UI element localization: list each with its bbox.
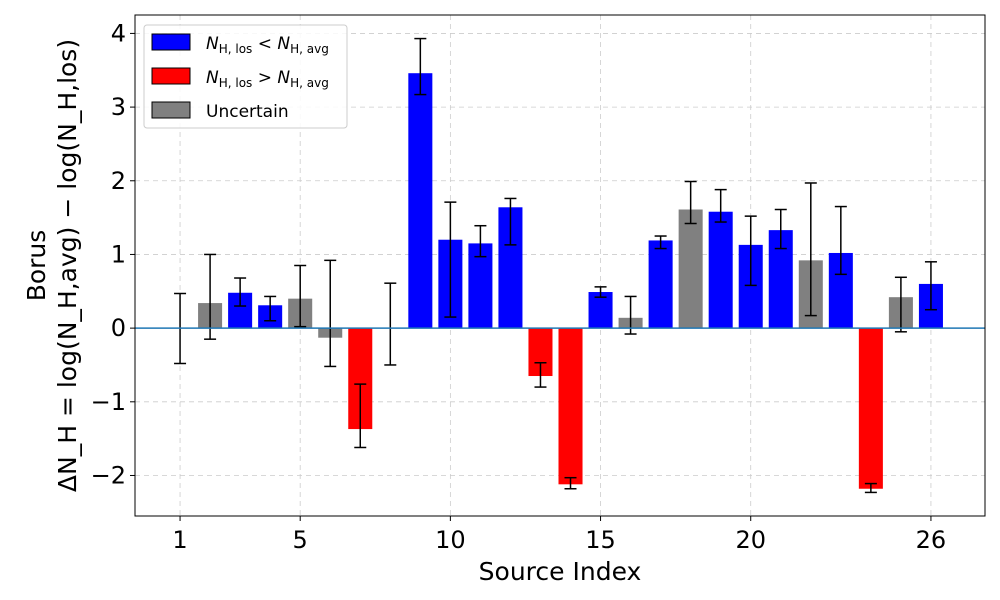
bar-14 bbox=[558, 328, 583, 485]
y-tick-label: 3 bbox=[111, 93, 126, 121]
bar-19 bbox=[708, 211, 733, 329]
error-bar-10 bbox=[444, 201, 457, 318]
legend-item-gt: NH, los > NH, avg bbox=[151, 67, 329, 90]
error-bar-11 bbox=[474, 224, 487, 258]
error-bar-8 bbox=[384, 282, 397, 366]
bar-17 bbox=[648, 240, 673, 329]
error-bar-21 bbox=[774, 208, 787, 250]
y-axis-title-line2: ΔN_H = log(N_H,avg) − log(N_H,los) bbox=[53, 39, 82, 492]
error-bar-17 bbox=[654, 235, 667, 250]
y-tick-label: 2 bbox=[111, 167, 126, 195]
y-tick-label: 4 bbox=[111, 19, 126, 47]
legend-swatch bbox=[151, 101, 191, 119]
error-bar-13 bbox=[534, 362, 547, 388]
legend-label: Uncertain bbox=[206, 102, 289, 122]
error-bar-15 bbox=[594, 286, 607, 298]
x-tick-label: 5 bbox=[293, 526, 308, 554]
error-bar-4 bbox=[264, 295, 277, 322]
legend-label: NH, los < NH, avg bbox=[206, 34, 329, 56]
x-tick-label: 10 bbox=[435, 526, 466, 554]
legend: NH, los < NH, avg NH, los > NH, avg Uncert… bbox=[143, 24, 348, 129]
x-axis-title: Source Index bbox=[479, 557, 642, 586]
y-tick-label: −1 bbox=[91, 388, 126, 416]
error-bar-2 bbox=[204, 253, 217, 340]
error-bar-22 bbox=[804, 182, 817, 317]
x-tick-label: 1 bbox=[172, 526, 187, 554]
bar-18 bbox=[678, 209, 703, 329]
legend-swatch bbox=[151, 67, 191, 85]
error-bars bbox=[174, 37, 937, 494]
x-tick-label: 20 bbox=[735, 526, 766, 554]
bar-11 bbox=[468, 243, 493, 329]
error-bar-3 bbox=[234, 277, 247, 307]
legend-item-unc: Uncertain bbox=[151, 101, 289, 122]
error-bar-19 bbox=[714, 188, 727, 223]
bars bbox=[198, 73, 943, 489]
y-axis-title: Borus ΔN_H = log(N_H,avg) − log(N_H,los) bbox=[22, 39, 82, 492]
legend-label: NH, los > NH, avg bbox=[206, 68, 329, 90]
error-bar-6 bbox=[324, 259, 337, 368]
y-axis-ticks: −2 −1 0 1 2 3 4 bbox=[91, 19, 135, 489]
legend-frame bbox=[143, 24, 348, 129]
error-bar-9 bbox=[414, 37, 427, 96]
bar-24 bbox=[858, 328, 883, 489]
plot-frame bbox=[134, 14, 986, 517]
error-bar-12 bbox=[504, 197, 517, 246]
x-axis-ticks: 1 5 10 15 20 26 bbox=[172, 516, 946, 554]
legend-swatch bbox=[151, 33, 191, 51]
error-bar-18 bbox=[684, 180, 697, 225]
error-bar-25 bbox=[894, 276, 907, 333]
legend-item-lt: NH, los < NH, avg bbox=[151, 33, 329, 56]
x-tick-label: 15 bbox=[585, 526, 616, 554]
error-bar-26 bbox=[924, 261, 937, 311]
error-bar-5 bbox=[294, 264, 307, 328]
error-bar-14 bbox=[564, 476, 577, 490]
error-bar-7 bbox=[354, 383, 367, 449]
error-bar-24 bbox=[864, 482, 877, 494]
y-tick-label: 0 bbox=[111, 314, 126, 342]
error-bar-20 bbox=[744, 215, 757, 287]
y-tick-label: 1 bbox=[111, 240, 126, 268]
bar-15 bbox=[588, 292, 613, 329]
y-tick-label: −2 bbox=[91, 461, 126, 489]
bar-9 bbox=[408, 73, 433, 329]
error-bar-23 bbox=[834, 205, 847, 276]
y-axis-title-line1: Borus bbox=[22, 230, 51, 302]
x-tick-label: 26 bbox=[916, 526, 947, 554]
